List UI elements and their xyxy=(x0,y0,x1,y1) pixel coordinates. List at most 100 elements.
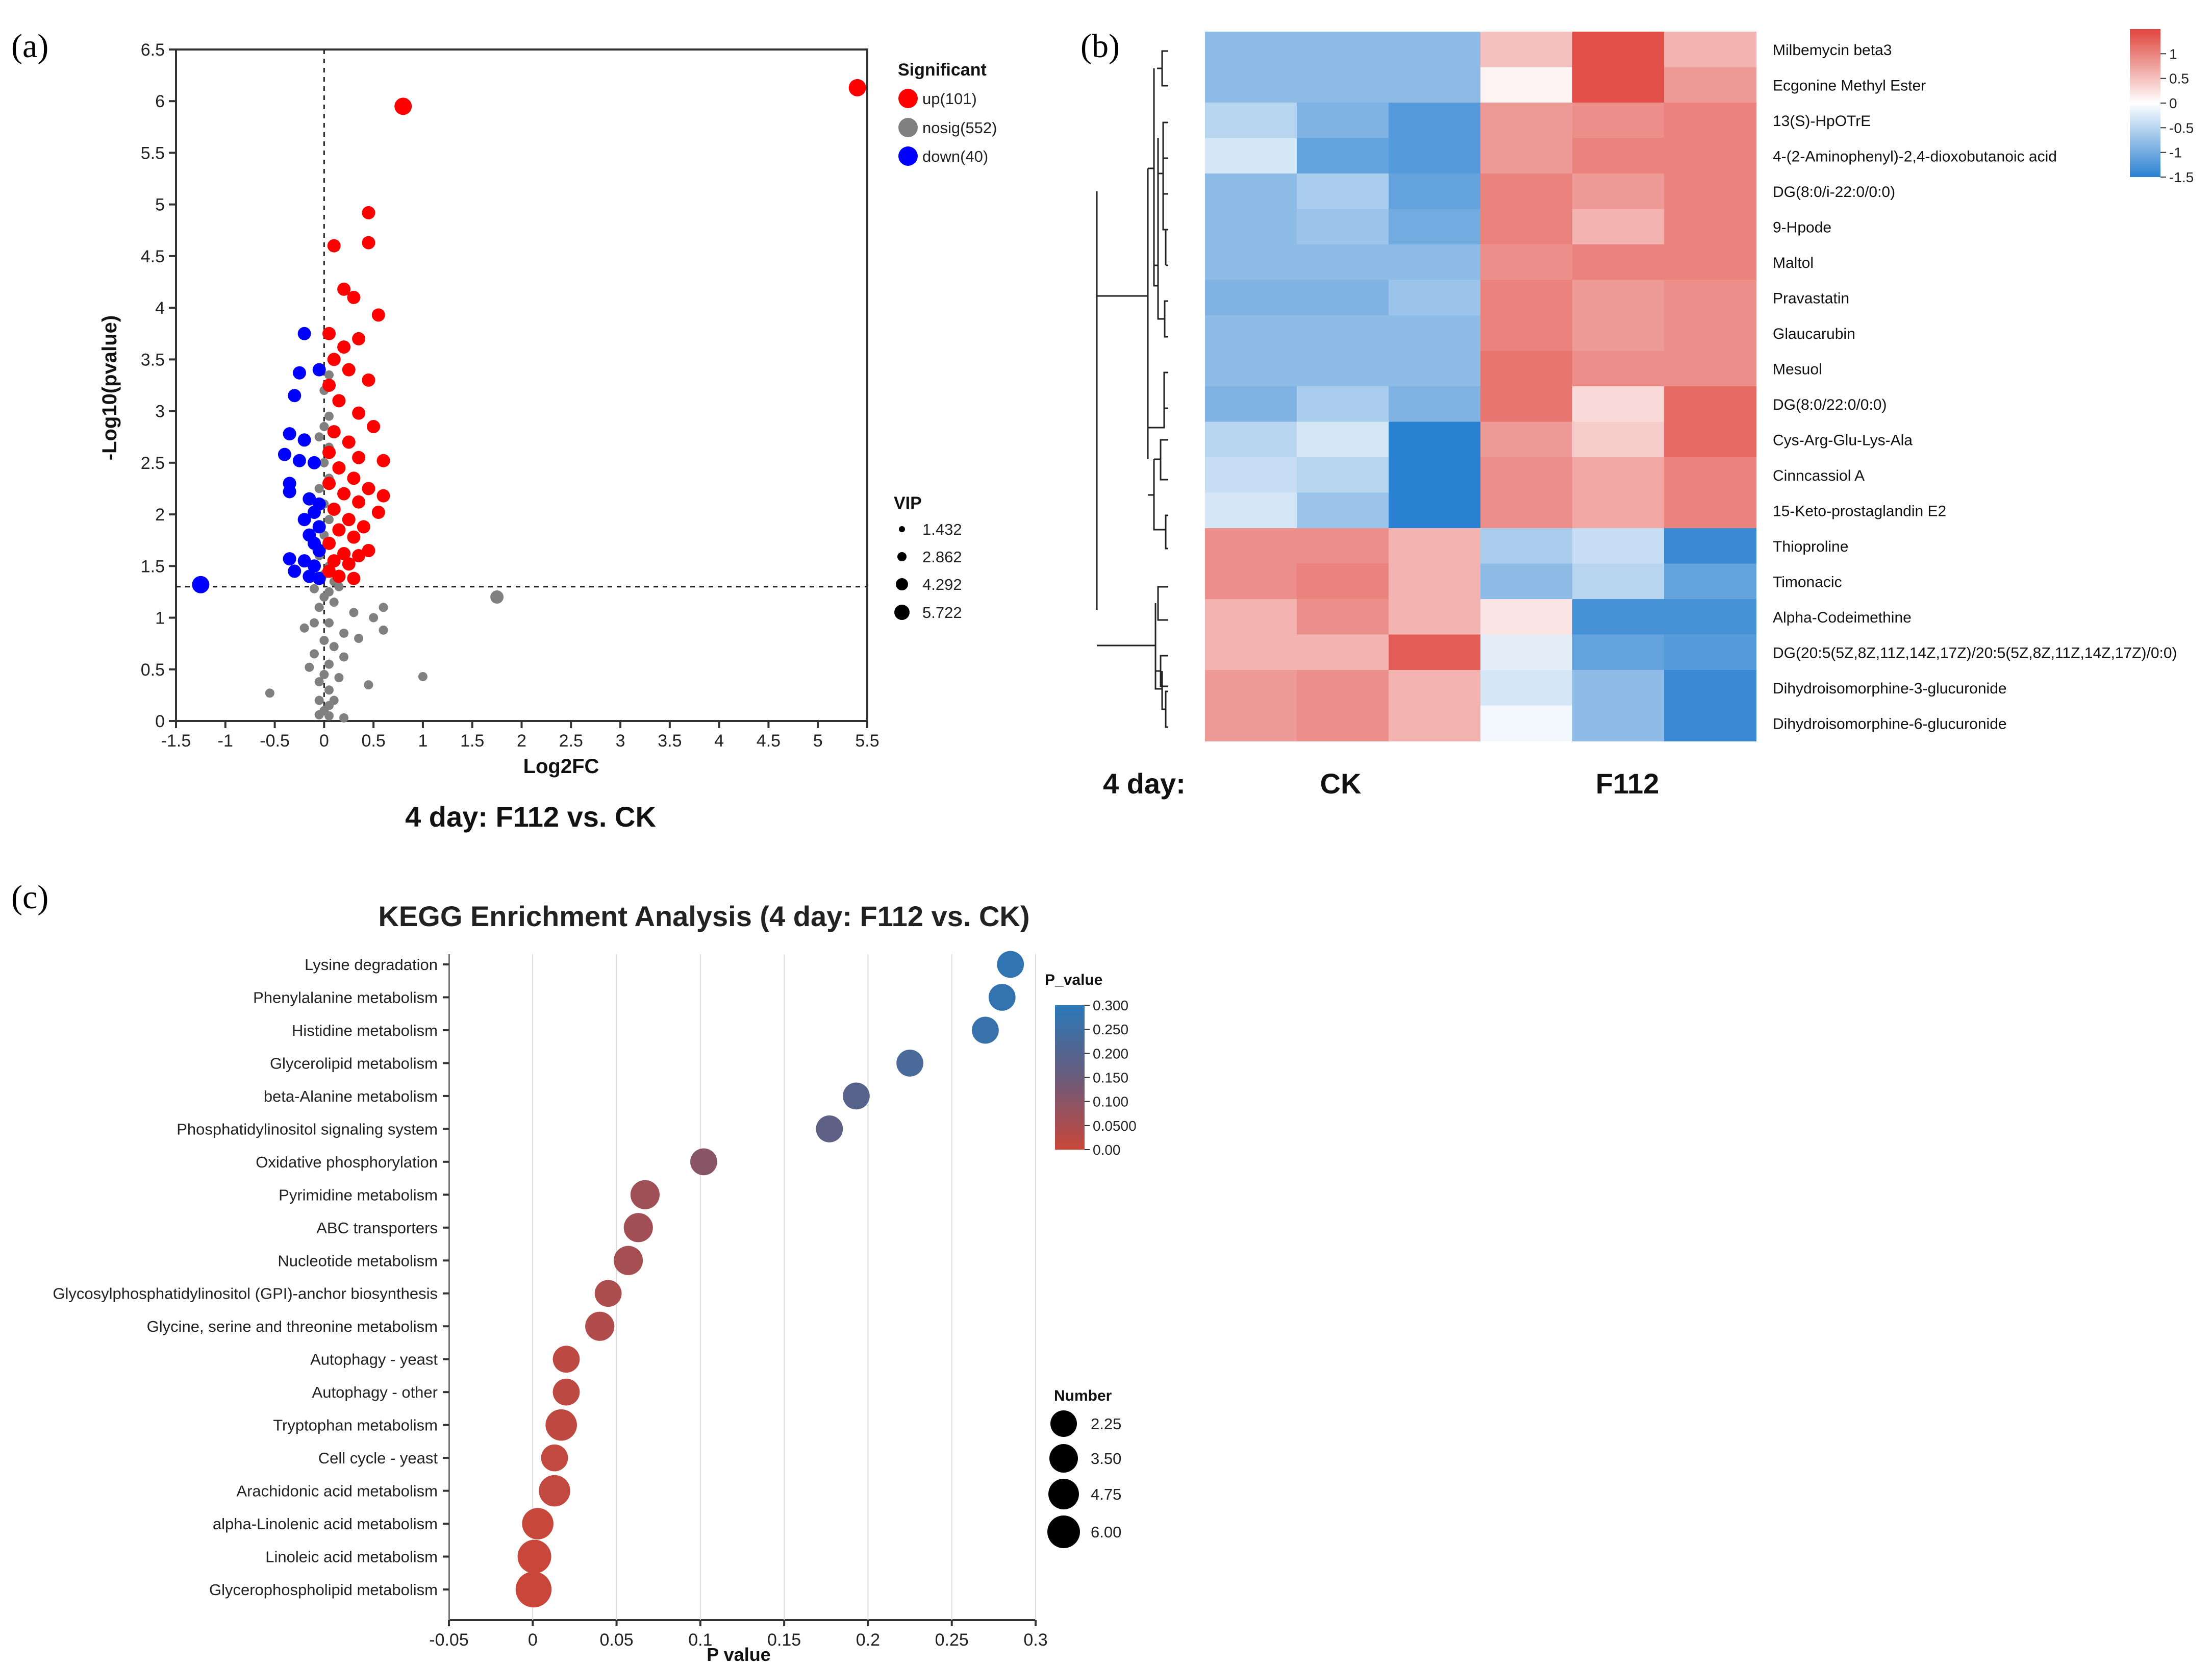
row-dendrogram xyxy=(1096,50,1168,728)
point-down xyxy=(278,448,291,461)
heatmap-cell xyxy=(1572,386,1665,423)
heatmap-cell xyxy=(1572,670,1665,706)
heatmap-cell xyxy=(1572,563,1665,600)
point-nosig xyxy=(369,613,379,623)
heatmap-cell xyxy=(1389,32,1481,68)
heatmap-row-label: Glaucarubin xyxy=(1773,326,1855,342)
heatmap-row-label: Mesuol xyxy=(1773,361,1822,378)
point-up xyxy=(342,557,356,571)
vip-size-2 xyxy=(897,552,907,561)
number-size-4 xyxy=(1047,1515,1080,1548)
y-tick-label: 0 xyxy=(155,712,165,731)
point-down xyxy=(312,520,326,534)
heatmap-cell xyxy=(1664,563,1756,600)
legend-nosig-label: nosig(552) xyxy=(922,119,997,137)
kegg-title: KEGG Enrichment Analysis (4 day: F112 vs… xyxy=(378,900,1029,932)
heatmap-cell xyxy=(1480,103,1573,139)
heatmap-cell xyxy=(1664,599,1756,635)
kegg-pathway-label: Phenylalanine metabolism xyxy=(253,988,438,1006)
point-nosig xyxy=(354,634,364,643)
heatmap-row-label: DG(20:5(5Z,8Z,11Z,14Z,17Z)/20:5(5Z,8Z,11… xyxy=(1773,644,2177,661)
point-nosig xyxy=(339,652,349,662)
heatmap-row-label: DG(8:0/22:0/0:0) xyxy=(1773,396,1887,413)
point-nosig xyxy=(339,713,349,723)
point-up xyxy=(362,236,375,250)
number-legend-title: Number xyxy=(1054,1387,1112,1404)
pvalue-legend-title: P_value xyxy=(1045,972,1102,988)
point-up xyxy=(337,547,351,561)
pvalue-tick-label: 0.300 xyxy=(1093,998,1128,1013)
kegg-pathway-label: alpha-Linolenic acid metabolism xyxy=(213,1515,438,1533)
point-up xyxy=(371,506,385,519)
kegg-bubble xyxy=(988,984,1016,1011)
heatmap-cell xyxy=(1205,670,1297,706)
x-tick-label: 0 xyxy=(319,731,329,751)
y-tick-label: 5 xyxy=(155,195,165,215)
point-nosig xyxy=(314,695,324,705)
heatmap-cell xyxy=(1389,563,1481,600)
point-nosig xyxy=(490,590,504,604)
vip-legend-title: VIP xyxy=(894,493,922,513)
heatmap-cell xyxy=(1297,138,1389,174)
heatmap-cell xyxy=(1205,351,1297,387)
point-up xyxy=(337,340,351,354)
heatmap-row-label: Cinncassiol A xyxy=(1773,467,1865,484)
number-size-1 xyxy=(1050,1410,1077,1437)
kegg-bubble xyxy=(690,1148,717,1176)
y-tick-label: 2 xyxy=(155,505,165,525)
point-nosig xyxy=(265,688,274,698)
point-up xyxy=(322,536,336,550)
heatmap-cell xyxy=(1205,421,1297,458)
heatmap-cell xyxy=(1389,670,1481,706)
x-tick-label: -0.5 xyxy=(260,731,290,751)
point-up xyxy=(327,554,341,568)
heatmap-cell xyxy=(1297,209,1389,245)
point-down xyxy=(288,564,301,578)
colorbar-tick-label: -1.5 xyxy=(2169,169,2194,185)
point-up xyxy=(342,513,356,527)
point-nosig xyxy=(319,421,329,431)
point-up xyxy=(352,495,366,509)
point-nosig xyxy=(329,642,339,652)
heatmap-cell xyxy=(1297,244,1389,281)
legend-up-label: up(101) xyxy=(922,90,977,108)
number-size-3 xyxy=(1048,1479,1079,1509)
pvalue-tick-label: 0.150 xyxy=(1093,1070,1128,1086)
panel-b-label: (b) xyxy=(1080,28,1120,65)
point-nosig xyxy=(324,685,334,695)
heatmap-row-label: Thioproline xyxy=(1773,538,1848,555)
heatmap-cell xyxy=(1205,103,1297,139)
vip-value-4: 5.722 xyxy=(922,604,962,622)
heatmap-cell xyxy=(1297,528,1389,564)
heatmap-cell xyxy=(1572,244,1665,281)
heatmap-cell xyxy=(1389,103,1481,139)
point-down xyxy=(308,559,321,573)
point-up xyxy=(367,419,381,433)
heatmap-cell xyxy=(1205,599,1297,635)
significant-legend-title: Significant xyxy=(898,60,987,80)
point-up xyxy=(332,394,346,408)
vip-size-4 xyxy=(894,605,910,620)
y-tick-label: 1.5 xyxy=(141,557,165,576)
point-up xyxy=(357,520,370,534)
kegg-bubble xyxy=(613,1246,643,1275)
point-up xyxy=(322,477,336,490)
heatmap-cell xyxy=(1664,492,1756,529)
kegg-pathway-label: Phosphatidylinositol signaling system xyxy=(177,1120,438,1138)
point-nosig xyxy=(314,432,324,442)
heatmap-row-label: Maltol xyxy=(1773,255,1814,271)
point-up xyxy=(322,564,336,578)
kegg-bubble xyxy=(997,951,1024,978)
point-nosig xyxy=(324,711,334,720)
heatmap-cell xyxy=(1297,103,1389,139)
heatmap-cell xyxy=(1664,457,1756,493)
heatmap-cell xyxy=(1480,351,1573,387)
point-nosig xyxy=(329,695,339,705)
number-value-1: 2.25 xyxy=(1091,1415,1121,1433)
heatmap-cell xyxy=(1664,138,1756,174)
heatmap-cell xyxy=(1297,599,1389,635)
point-down xyxy=(297,554,311,568)
point-up xyxy=(347,571,361,585)
heatmap-row-label: Dihydroisomorphine-6-glucuronide xyxy=(1773,715,2007,732)
heatmap-colorbar xyxy=(2130,29,2160,177)
